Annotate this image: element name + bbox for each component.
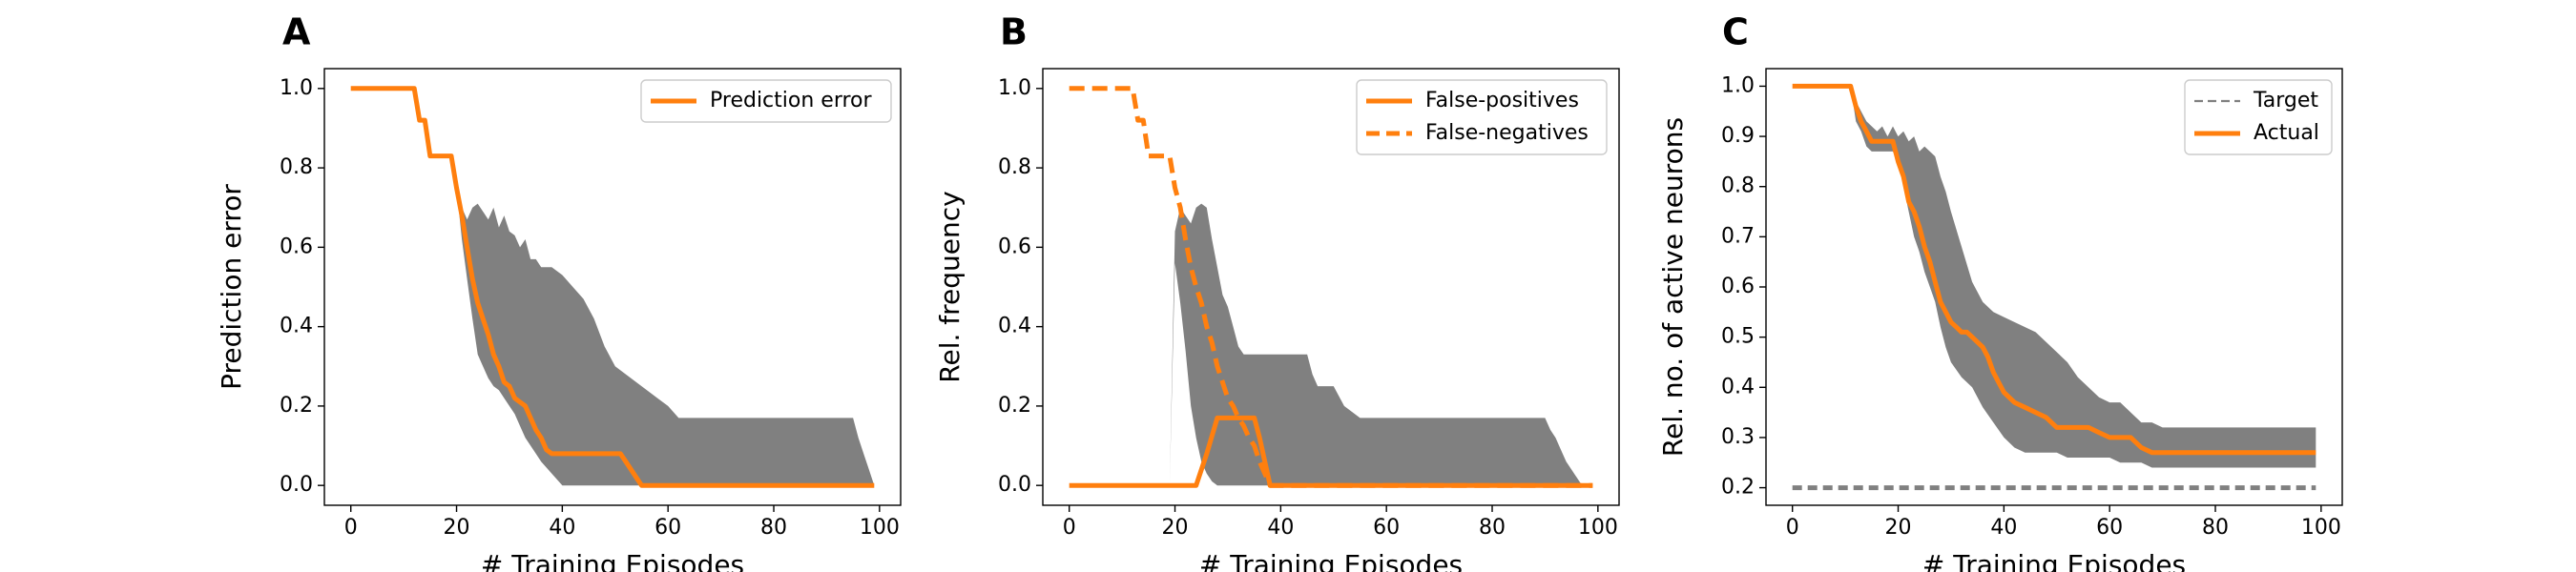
x-tick-label: 100	[1578, 516, 1618, 540]
x-tick-label: 60	[1373, 516, 1400, 540]
y-tick-label: 0.7	[1721, 224, 1755, 248]
axes-frame	[323, 68, 902, 506]
confidence-band	[1069, 203, 1593, 486]
y-tick-label: 1.0	[998, 76, 1031, 100]
y-tick-label: 0.8	[1721, 174, 1755, 198]
x-tick-label: 40	[1267, 516, 1294, 540]
y-tick-label: 0.0	[280, 473, 313, 497]
series-line-actual	[1792, 83, 2316, 456]
series-line-prediction-error	[350, 86, 875, 488]
legend: Prediction error	[640, 79, 892, 123]
legend-box	[640, 79, 892, 123]
y-axis-label: Prediction error	[216, 184, 247, 390]
x-axis-label: # Training Episodes	[481, 549, 744, 572]
legend-box	[1356, 79, 1608, 155]
panel-a: A 0 20 40 60 80 100 0.0 0.2 0.4 0.6 0.8 1.0 # Trainin…	[216, 11, 902, 572]
x-tick-label: 100	[2301, 516, 2341, 540]
confidence-band	[350, 88, 875, 486]
y-axis-label: Rel. no. of active neurons	[1657, 117, 1689, 457]
y-tick-label: 0.6	[998, 235, 1031, 258]
confidence-band	[1792, 86, 2316, 468]
x-tick-label: 80	[760, 516, 787, 540]
x-tick-label: 60	[654, 516, 681, 540]
panel-letter: C	[1722, 11, 1749, 53]
x-tick-label: 40	[549, 516, 575, 540]
x-tick-label: 40	[1990, 516, 2017, 540]
legend: Target Actual	[2184, 79, 2333, 155]
panel-c: C 0 20 40 60 80 100 0.2 0.3 0.4 0.5 0.6 0.7 0.8 0.9 1.0…	[1657, 11, 2343, 572]
y-tick-label: 0.9	[1721, 124, 1755, 148]
panel-b: B 0 20 40 60 80 100 0.0 0.2 0.4 0.6 0.8 1.0 # Trainin…	[934, 11, 1620, 572]
y-tick-label: 0.8	[280, 155, 313, 179]
y-tick-label: 0.0	[998, 473, 1031, 497]
y-tick-label: 1.0	[280, 76, 313, 100]
x-tick-label: 60	[2096, 516, 2123, 540]
x-tick-label: 80	[1479, 516, 1506, 540]
y-tick-label: 0.3	[1721, 425, 1755, 449]
y-axis-label: Rel. frequency	[934, 191, 966, 382]
legend: False-positives False-negatives	[1356, 79, 1608, 155]
y-tick-label: 0.4	[280, 315, 313, 338]
y-tick-label: 0.2	[998, 394, 1031, 418]
y-tick-label: 0.2	[1721, 476, 1755, 500]
y-tick-label: 0.6	[280, 235, 313, 258]
x-tick-label: 0	[344, 516, 358, 540]
x-tick-label: 20	[444, 516, 470, 540]
axes-frame	[1042, 68, 1620, 506]
panel-letter: A	[282, 11, 311, 53]
series-line-false-negatives	[1069, 86, 1593, 488]
x-tick-label: 0	[1786, 516, 1799, 540]
y-tick-label: 0.6	[1721, 275, 1755, 298]
legend-label: False-positives	[1425, 89, 1579, 112]
panel-letter: B	[1000, 11, 1028, 53]
x-tick-label: 80	[2202, 516, 2229, 540]
x-axis-label: # Training Episodes	[1922, 549, 2186, 572]
legend-label: False-negatives	[1425, 121, 1589, 145]
x-tick-label: 100	[860, 516, 900, 540]
x-tick-label: 20	[1162, 516, 1189, 540]
x-tick-label: 20	[1885, 516, 1912, 540]
y-tick-label: 0.4	[998, 315, 1031, 338]
y-tick-label: 0.8	[998, 155, 1031, 179]
legend-label: Target	[2253, 89, 2318, 112]
y-tick-label: 0.4	[1721, 375, 1755, 398]
y-tick-label: 1.0	[1721, 73, 1755, 97]
y-tick-label: 0.5	[1721, 325, 1755, 349]
legend-label: Prediction error	[710, 89, 872, 112]
series-line-false-positives	[1069, 415, 1593, 488]
x-axis-label: # Training Episodes	[1199, 549, 1463, 572]
x-tick-label: 0	[1063, 516, 1076, 540]
y-tick-label: 0.2	[280, 394, 313, 418]
legend-label: Actual	[2254, 121, 2319, 145]
